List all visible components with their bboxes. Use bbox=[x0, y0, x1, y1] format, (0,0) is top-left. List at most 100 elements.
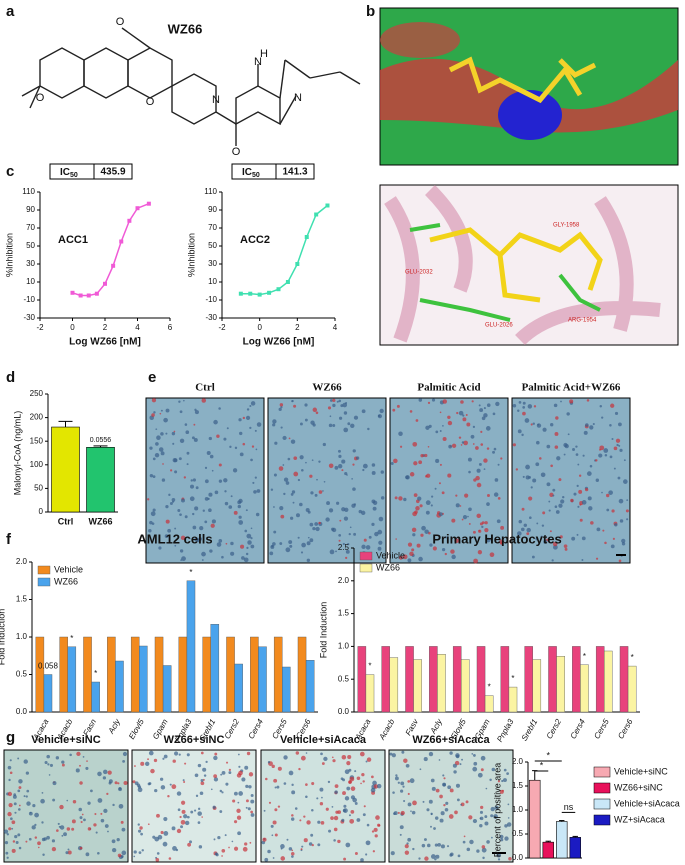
stain-dot bbox=[454, 538, 459, 544]
ic50-box bbox=[93, 163, 133, 180]
stain-dot bbox=[204, 479, 209, 484]
y-tick-label: 2.0 bbox=[338, 576, 350, 585]
stain-dot bbox=[573, 492, 577, 496]
stain-dot bbox=[564, 547, 568, 551]
stain-dot bbox=[112, 803, 115, 807]
stain-dot bbox=[518, 401, 522, 404]
bar bbox=[548, 646, 557, 713]
stain-dot bbox=[549, 530, 552, 533]
stain-dot bbox=[441, 491, 445, 495]
stain-dot bbox=[445, 536, 448, 539]
stain-dot bbox=[165, 505, 169, 509]
stain-dot bbox=[595, 557, 599, 560]
stain-dot bbox=[199, 791, 204, 796]
stain-dot bbox=[97, 771, 102, 777]
stain-dot bbox=[228, 846, 230, 849]
stain-dot bbox=[618, 559, 622, 563]
stain-dot bbox=[431, 786, 436, 791]
stain-dot bbox=[410, 810, 412, 812]
stain-dot bbox=[193, 809, 197, 812]
stain-dot bbox=[462, 840, 466, 844]
stain-dot bbox=[350, 810, 355, 814]
stain-dot bbox=[401, 750, 405, 754]
stain-dot bbox=[267, 849, 271, 854]
y-tick-label: 100 bbox=[30, 460, 44, 469]
stain-dot bbox=[371, 470, 376, 475]
stain-dot bbox=[435, 788, 440, 793]
annotation: * bbox=[70, 634, 73, 643]
stain-dot bbox=[122, 751, 128, 757]
stain-dot bbox=[496, 519, 501, 524]
stain-dot bbox=[183, 780, 186, 784]
stain-dot bbox=[398, 555, 403, 560]
stain-dot bbox=[586, 399, 590, 402]
stain-dot bbox=[184, 515, 188, 519]
x-tick-label: 6 bbox=[168, 323, 173, 332]
stain-dot bbox=[134, 765, 136, 767]
x-tick-label: Cers4 bbox=[247, 717, 266, 740]
fit-line bbox=[240, 204, 328, 296]
y-tick-label: 0.0 bbox=[16, 707, 28, 716]
stain-dot bbox=[493, 492, 499, 497]
stain-dot bbox=[295, 751, 300, 755]
stain-dot bbox=[209, 549, 213, 553]
stain-dot bbox=[221, 770, 226, 775]
stain-dot bbox=[141, 849, 144, 852]
stain-dot bbox=[102, 776, 107, 780]
stain-dot bbox=[473, 558, 479, 564]
stain-dot bbox=[291, 790, 296, 795]
stain-dot bbox=[13, 802, 17, 806]
stain-dot bbox=[181, 800, 186, 805]
stain-dot bbox=[354, 770, 357, 773]
stain-dot bbox=[200, 781, 205, 786]
stain-dot bbox=[403, 497, 407, 502]
stain-dot bbox=[42, 853, 45, 856]
stain-dot bbox=[272, 419, 277, 424]
stain-dot bbox=[585, 423, 589, 427]
stain-dot bbox=[66, 799, 69, 802]
y-tick-label: 0.0 bbox=[512, 853, 524, 862]
stain-dot bbox=[371, 830, 375, 833]
stain-dot bbox=[138, 851, 142, 855]
stain-dot bbox=[590, 521, 594, 525]
stain-dot bbox=[599, 445, 605, 451]
stain-dot bbox=[238, 791, 243, 796]
stain-dot bbox=[425, 425, 430, 430]
stain-dot bbox=[318, 521, 321, 525]
stain-dot bbox=[365, 853, 368, 856]
stain-dot bbox=[612, 537, 615, 540]
ic50-prefix: IC bbox=[242, 167, 252, 178]
stain-dot bbox=[46, 835, 50, 840]
stain-dot bbox=[305, 508, 310, 513]
stain-dot bbox=[273, 530, 277, 534]
stain-dot bbox=[280, 844, 285, 849]
stain-dot bbox=[342, 542, 345, 546]
stain-dot bbox=[250, 537, 253, 540]
stain-dot bbox=[447, 785, 452, 790]
stain-dot bbox=[241, 777, 246, 782]
stain-dot bbox=[440, 844, 445, 849]
stain-dot bbox=[153, 758, 158, 763]
stain-dot bbox=[104, 824, 109, 828]
bar bbox=[429, 646, 438, 713]
stain-dot bbox=[6, 833, 10, 836]
stain-dot bbox=[201, 816, 203, 818]
stain-dot bbox=[492, 412, 496, 416]
stain-dot bbox=[497, 780, 501, 783]
stain-dot bbox=[541, 524, 545, 527]
stain-dot bbox=[183, 476, 186, 479]
stain-dot bbox=[301, 542, 306, 548]
stain-dot bbox=[361, 544, 366, 550]
stain-dot bbox=[148, 528, 152, 533]
stain-dot bbox=[171, 826, 176, 831]
stain-dot bbox=[344, 796, 350, 801]
stain-dot bbox=[523, 523, 528, 528]
stain-dot bbox=[413, 493, 418, 497]
stain-dot bbox=[424, 453, 428, 458]
stain-dot bbox=[458, 410, 464, 416]
y-axis-label: Fold Induction bbox=[0, 609, 6, 666]
stain-dot bbox=[508, 856, 512, 861]
stain-dot bbox=[264, 857, 269, 862]
stain-dot bbox=[170, 469, 173, 472]
stain-dot bbox=[247, 807, 251, 811]
